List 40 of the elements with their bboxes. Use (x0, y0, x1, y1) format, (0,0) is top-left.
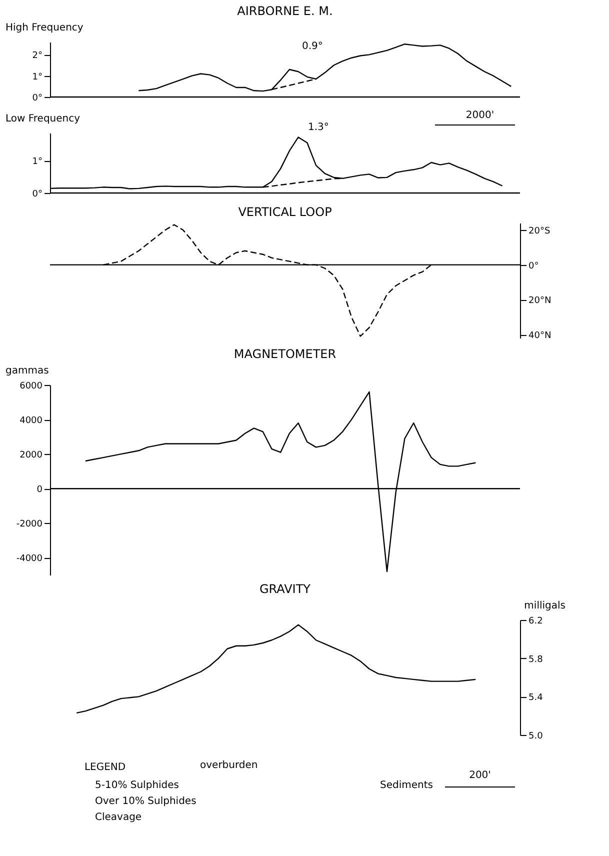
y-tick-label: 40°N (528, 331, 552, 342)
text: 200' (469, 770, 491, 781)
chart-title: GRAVITY (260, 582, 312, 596)
text: 1.3° (308, 122, 329, 133)
y-tick-label: 5.4 (528, 693, 544, 704)
y-tick-label: 4000 (20, 416, 43, 426)
y-axis-title: Low Frequency (6, 114, 80, 124)
text: Sediments (380, 780, 433, 791)
y-axis-title: milligals (524, 600, 566, 612)
y-tick-label: 2000 (20, 450, 43, 461)
text: Over 10% Sulphides (95, 796, 196, 807)
line-series (138, 44, 512, 92)
y-tick-label: -4000 (16, 554, 43, 564)
y-axis-title: High Frequency (6, 22, 84, 34)
line-series (76, 624, 476, 714)
text: overburden (200, 760, 258, 771)
y-tick-label: 6.2 (528, 616, 543, 626)
y-tick-label: 0° (32, 94, 42, 104)
y-tick-label: 20°S (528, 226, 550, 236)
text: LEGEND (84, 762, 126, 773)
y-tick-label: 6000 (20, 382, 43, 392)
y-tick-label: 1° (32, 157, 42, 168)
y-tick-label: -2000 (16, 520, 43, 530)
line-series (49, 136, 503, 190)
y-tick-label: 5.0 (528, 732, 544, 742)
y-tick-label: 20°N (528, 296, 552, 306)
y-tick-label: 0° (32, 190, 42, 200)
annotation: 0.9° (302, 41, 323, 52)
y-tick-label: 0 (36, 485, 43, 496)
y-tick-label: 2° (32, 51, 42, 62)
y-tick-label: 5.8 (528, 654, 544, 665)
chart-title: AIRBORNE E. M. (237, 4, 333, 18)
y-tick-label: 0° (528, 261, 539, 272)
text: 5-10% Sulphides (95, 780, 180, 791)
y-axis-title: gammas (6, 366, 49, 376)
text: Cleavage (95, 812, 142, 823)
chart-title: MAGNETOMETER (234, 347, 336, 361)
text: 2000' (466, 110, 494, 121)
y-tick-label: 1° (32, 72, 42, 82)
chart-title: VERTICAL LOOP (238, 205, 332, 219)
